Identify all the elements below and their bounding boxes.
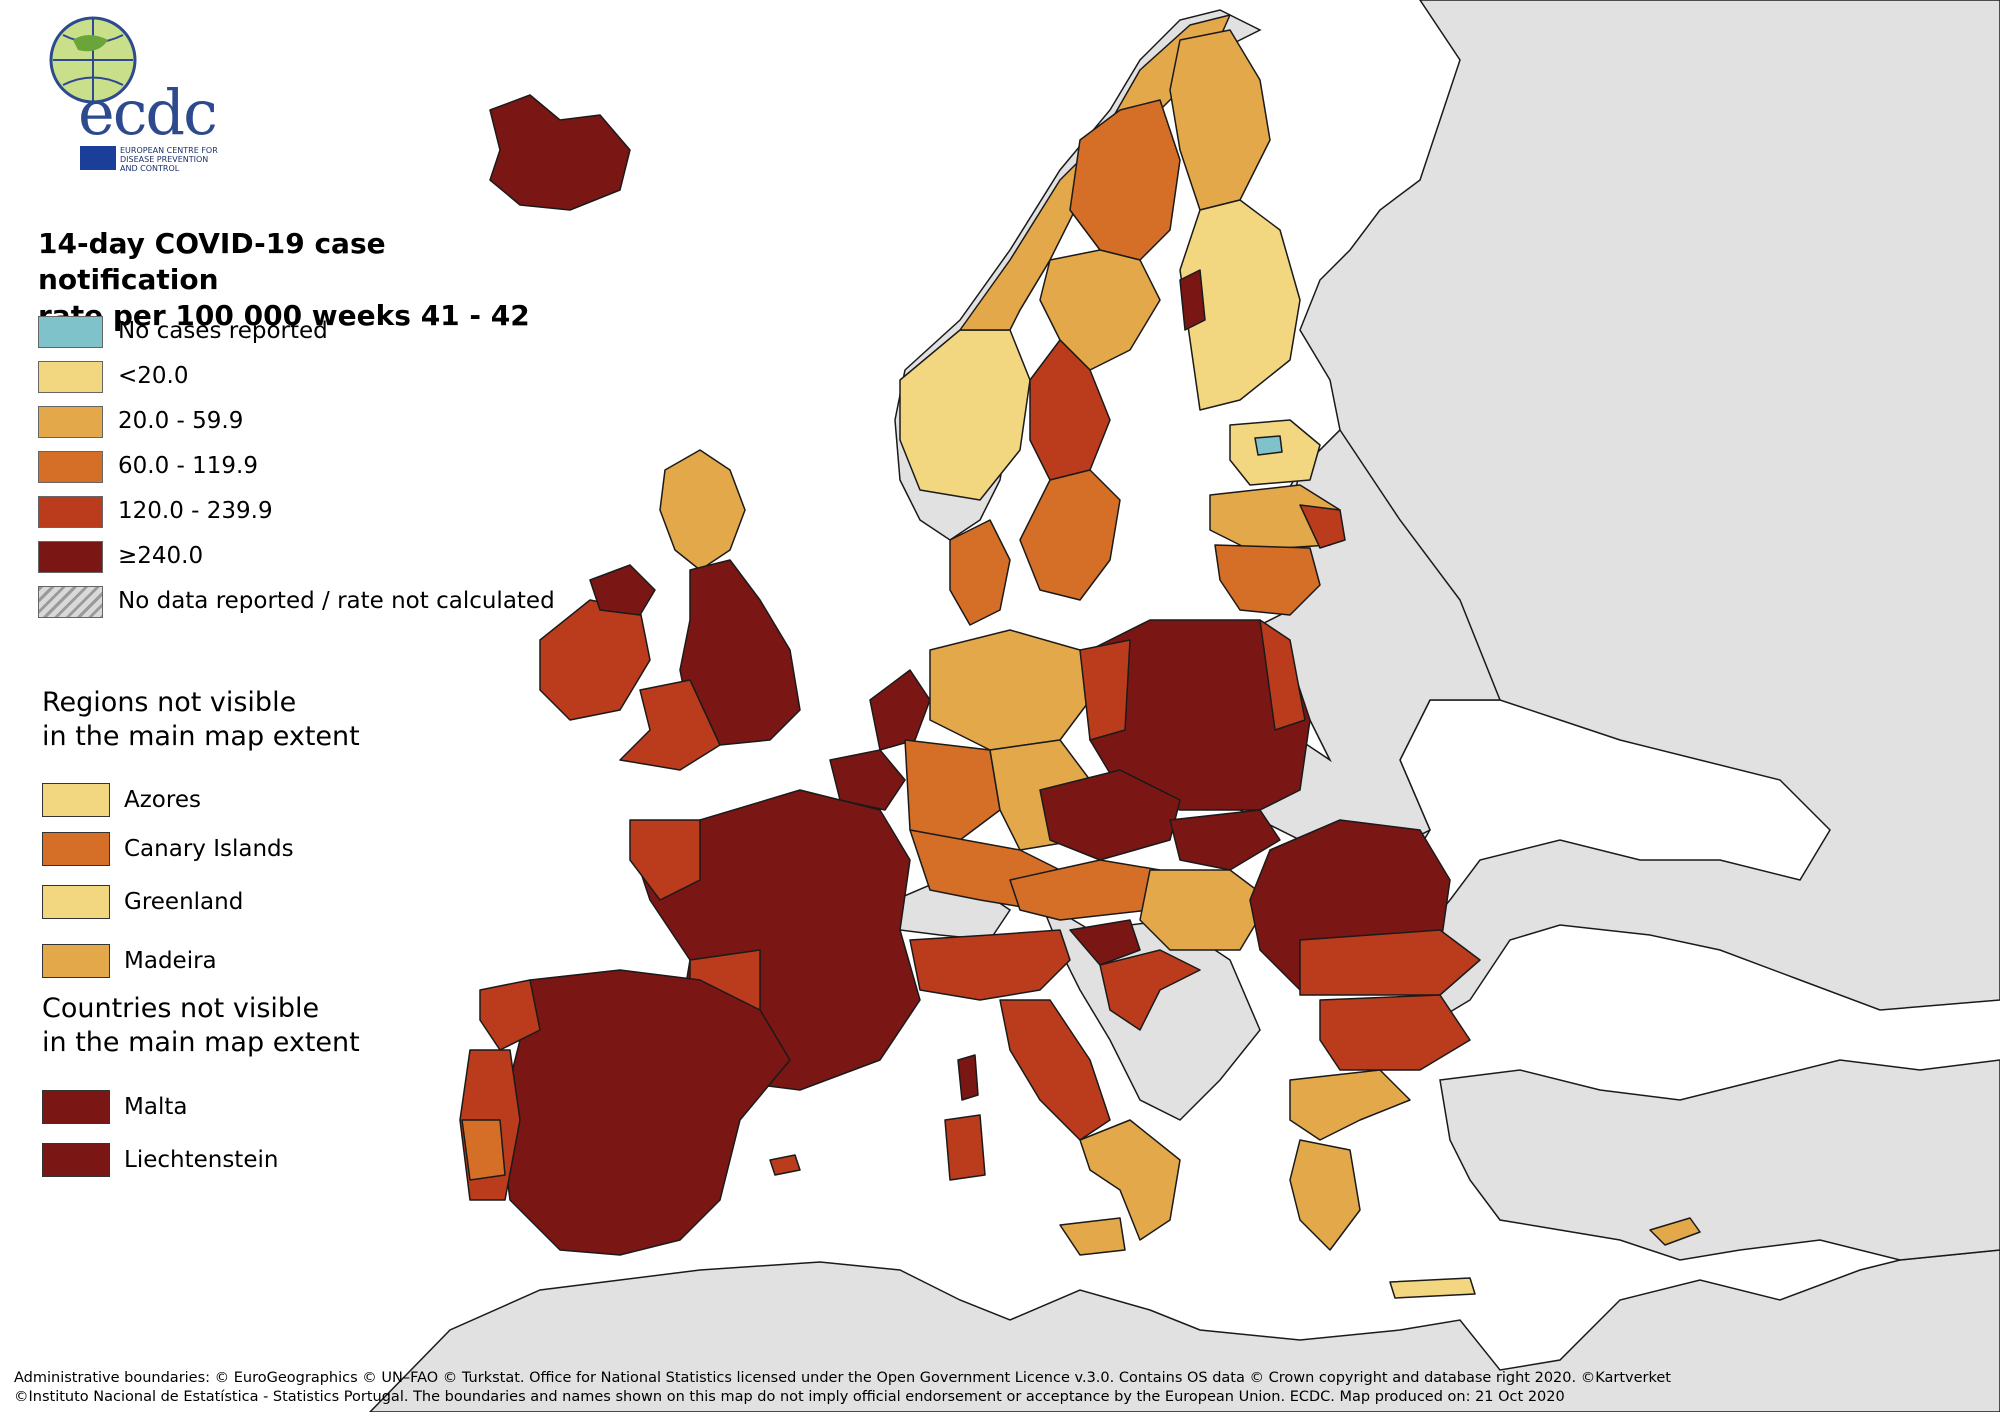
romania-south: [1299, 929, 1481, 996]
regions-not-visible-title: Regions not visible in the main map exte…: [42, 687, 360, 752]
portugal-centre: [461, 1119, 506, 1181]
turkey-land: [1439, 1059, 2000, 1261]
greece-north: [1289, 1069, 1411, 1141]
country-label: Malta: [124, 1094, 188, 1120]
legend-label: 120.0 - 239.9: [118, 498, 273, 524]
sweden-mid: [1039, 249, 1161, 371]
map-title: 14-day COVID-19 case notification rate p…: [38, 227, 530, 332]
legend-label: <20.0: [118, 363, 189, 389]
finland-ostrobothnia: [1179, 269, 1206, 331]
region-label: Canary Islands: [124, 836, 294, 862]
sweden-north: [1069, 99, 1181, 261]
country-swatch: [42, 1090, 110, 1124]
latvia-east: [1299, 504, 1346, 549]
sicily: [1059, 1217, 1126, 1256]
ireland: [539, 599, 651, 721]
ecdc-logo: [38, 10, 238, 180]
estonia-no-cases: [1254, 435, 1283, 456]
sardinia: [944, 1114, 986, 1181]
legend-swatch-hatch: [38, 586, 103, 618]
legend-swatch: [38, 496, 103, 528]
italy-north: [909, 929, 1071, 1001]
legend-swatch: [38, 451, 103, 483]
balearic-islands: [769, 1154, 801, 1176]
ecdc-wordmark: ecdc: [78, 76, 218, 149]
poland-east: [1259, 619, 1306, 731]
corsica: [957, 1054, 979, 1101]
germany-west: [904, 739, 1001, 841]
globe-icon: [49, 16, 137, 104]
legend-swatch: [38, 541, 103, 573]
belgium: [829, 749, 906, 811]
netherlands: [869, 669, 931, 751]
legend-label: No cases reported: [118, 318, 328, 344]
sweden-central: [1029, 339, 1111, 481]
crete: [1389, 1277, 1476, 1299]
croatia: [1099, 949, 1201, 1031]
greece-south: [1289, 1139, 1361, 1251]
england: [679, 559, 801, 746]
legend-swatch: [38, 316, 103, 348]
lithuania: [1214, 544, 1321, 616]
spain: [499, 969, 791, 1256]
eu-flag-icon: [80, 146, 116, 170]
region-label: Madeira: [124, 948, 217, 974]
slovakia: [1169, 809, 1281, 871]
spain-north: [479, 979, 541, 1051]
scotland: [659, 449, 746, 571]
sweden-south: [1019, 469, 1121, 601]
hungary: [1139, 869, 1271, 951]
legend-swatch: [38, 361, 103, 393]
legend-label: ≥240.0: [118, 543, 204, 569]
attribution-footer: Administrative boundaries: © EuroGeograp…: [14, 1370, 1671, 1405]
cyprus: [1649, 1217, 1701, 1246]
norway-south: [899, 329, 1031, 501]
poland-west: [1079, 639, 1131, 741]
france-west: [629, 819, 701, 901]
legend-label: No data reported / rate not calculated: [118, 588, 555, 614]
czechia: [1039, 769, 1181, 861]
wales-southwest: [619, 679, 721, 771]
legend-swatch: [38, 406, 103, 438]
finland-north: [1169, 29, 1271, 211]
slovenia: [1069, 919, 1141, 966]
legend-label: 20.0 - 59.9: [118, 408, 244, 434]
region-swatch: [42, 885, 110, 919]
germany-north: [929, 629, 1091, 751]
italy-central: [999, 999, 1111, 1141]
legend-label: 60.0 - 119.9: [118, 453, 258, 479]
region-swatch: [42, 832, 110, 866]
northern-ireland: [589, 564, 656, 616]
north-africa-land: [368, 1249, 2000, 1412]
region-swatch: [42, 783, 110, 817]
italy-south: [1079, 1119, 1181, 1241]
denmark: [949, 519, 1011, 626]
bulgaria: [1319, 994, 1471, 1071]
countries-not-visible-title: Countries not visible in the main map ex…: [42, 993, 360, 1058]
region-swatch: [42, 944, 110, 978]
country-swatch: [42, 1143, 110, 1177]
ecdc-subtitle: EUROPEAN CENTRE FOR DISEASE PREVENTION A…: [120, 146, 218, 173]
country-label: Liechtenstein: [124, 1147, 279, 1173]
iceland: [489, 94, 631, 211]
region-label: Azores: [124, 787, 201, 813]
region-label: Greenland: [124, 889, 244, 915]
